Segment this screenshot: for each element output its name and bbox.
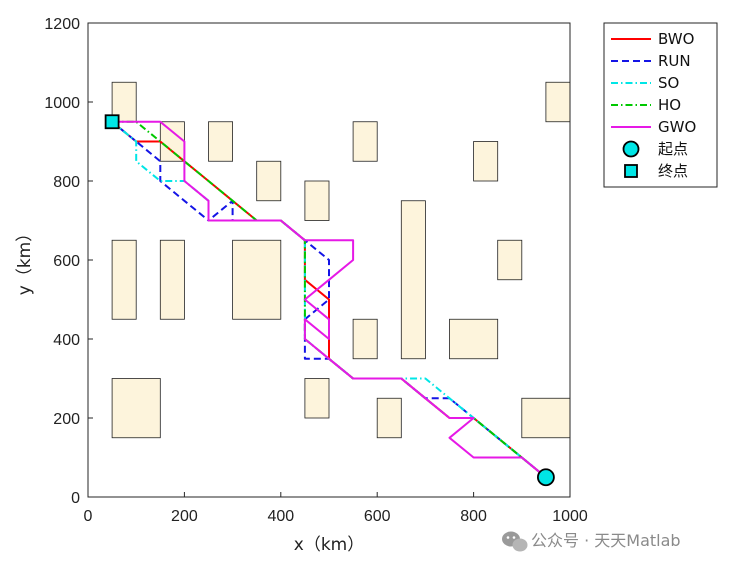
legend-label-bwo: BWO bbox=[658, 30, 694, 48]
legend-label-end: 终点 bbox=[658, 162, 688, 180]
markers-layer bbox=[104, 114, 555, 487]
x-tick-label: 1000 bbox=[552, 508, 588, 525]
obstacle-11 bbox=[232, 239, 282, 320]
obstacle-16 bbox=[111, 378, 161, 439]
x-tick-label: 400 bbox=[267, 508, 294, 525]
x-ticks: 0 200 400 600 800 1000 bbox=[84, 492, 588, 525]
obstacle-6 bbox=[352, 121, 378, 162]
x-tick-label: 0 bbox=[84, 508, 93, 525]
obstacle-9 bbox=[111, 239, 137, 320]
obstacle-5 bbox=[304, 180, 330, 221]
obstacle-7 bbox=[473, 141, 499, 182]
obstacle-13 bbox=[352, 318, 378, 360]
start-marker bbox=[537, 468, 555, 487]
obstacle-8 bbox=[545, 81, 571, 123]
y-ticks: 0 200 400 600 800 1000 1200 bbox=[44, 16, 93, 507]
y-tick-label: 1200 bbox=[44, 16, 80, 33]
watermark-text: 公众号 · 天天Matlab bbox=[531, 531, 681, 550]
legend-label-gwo: GWO bbox=[658, 118, 696, 136]
x-tick-label: 600 bbox=[364, 508, 391, 525]
obstacle-10 bbox=[159, 239, 185, 320]
y-tick-label: 0 bbox=[71, 490, 80, 507]
legend-end-marker bbox=[624, 164, 638, 178]
y-tick-label: 200 bbox=[53, 411, 80, 428]
x-tick-label: 200 bbox=[171, 508, 198, 525]
legend-label-ho: HO bbox=[658, 96, 681, 114]
legend-label-start: 起点 bbox=[658, 140, 688, 158]
obstacle-3 bbox=[208, 121, 234, 162]
series-layer bbox=[111, 120, 547, 479]
x-axis-label: x（km） bbox=[294, 535, 364, 555]
y-tick-label: 600 bbox=[53, 253, 80, 270]
legend-label-run: RUN bbox=[658, 52, 691, 70]
legend-label-so: SO bbox=[658, 74, 679, 92]
y-axis-label: y（km） bbox=[15, 225, 35, 295]
obstacle-19 bbox=[521, 397, 571, 439]
obstacle-4 bbox=[256, 160, 282, 202]
y-tick-label: 1000 bbox=[44, 95, 80, 112]
end-marker bbox=[104, 114, 120, 130]
wechat-icon bbox=[502, 531, 528, 552]
y-tick-label: 400 bbox=[53, 332, 80, 349]
legend-start-marker bbox=[622, 140, 640, 158]
obstacle-17 bbox=[304, 378, 330, 419]
x-tick-label: 800 bbox=[460, 508, 487, 525]
obstacle-14 bbox=[449, 318, 499, 360]
obstacle-15 bbox=[497, 239, 523, 281]
y-tick-label: 800 bbox=[53, 174, 80, 191]
legend-box bbox=[603, 22, 718, 188]
series-gwo-line bbox=[112, 120, 547, 479]
obstacle-12 bbox=[400, 200, 426, 360]
obstacles-layer bbox=[111, 81, 571, 439]
watermark: 公众号 · 天天Matlab bbox=[502, 531, 681, 552]
obstacle-18 bbox=[376, 397, 402, 439]
obstacle-2 bbox=[159, 121, 185, 162]
